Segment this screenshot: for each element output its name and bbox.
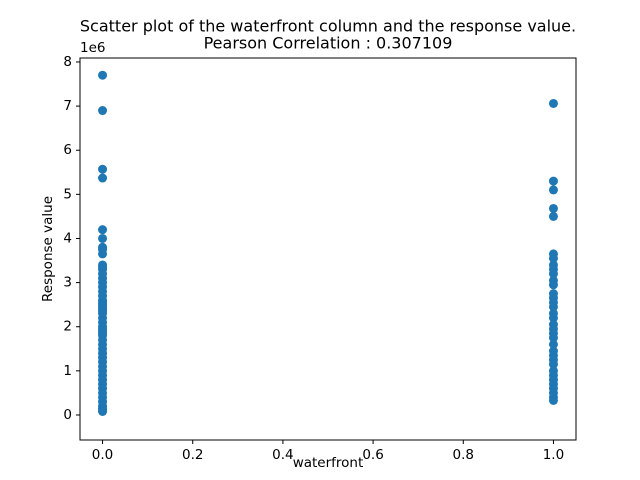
point [98,233,108,243]
point [98,406,108,416]
y-tick-label: 8 [63,54,72,70]
y-axis-label: Response value [40,196,56,302]
x-tick-label: 0.4 [272,447,293,463]
point [548,203,558,213]
point [98,106,108,116]
y-tick-label: 4 [63,230,72,246]
point [548,185,558,195]
point [548,302,558,312]
point [548,359,558,369]
y-tick-label: 2 [63,319,72,335]
y-tick-label: 6 [63,142,72,158]
point [548,339,558,349]
y-tick-label: 5 [63,186,72,202]
x-tick-label: 0.0 [92,447,113,463]
point [548,313,558,323]
plot-frame [79,57,577,441]
y-tick-label: 7 [63,98,72,114]
point [98,225,108,235]
point [98,173,108,183]
chart-subtitle: Pearson Correlation : 0.307109 [204,34,453,53]
point [548,333,558,343]
x-tick-label: 0.6 [362,447,383,463]
y-tick-label: 3 [63,275,72,291]
x-tick-label: 0.2 [182,447,203,463]
point [98,249,108,259]
point [548,269,558,279]
point [548,98,558,108]
x-tick-label: 1.0 [543,447,564,463]
point [548,176,558,186]
y-tick-label: 1 [63,363,72,379]
point [98,164,108,174]
point [548,395,558,405]
point [548,280,558,290]
x-axis-label: waterfront [293,455,364,471]
chart-title: Scatter plot of the waterfront column an… [80,17,576,36]
point [548,253,558,263]
point [98,70,108,80]
x-tick-label: 0.8 [453,447,474,463]
y-offset-label: 1e6 [80,40,105,56]
y-tick-label: 0 [63,407,72,423]
point [548,211,558,221]
